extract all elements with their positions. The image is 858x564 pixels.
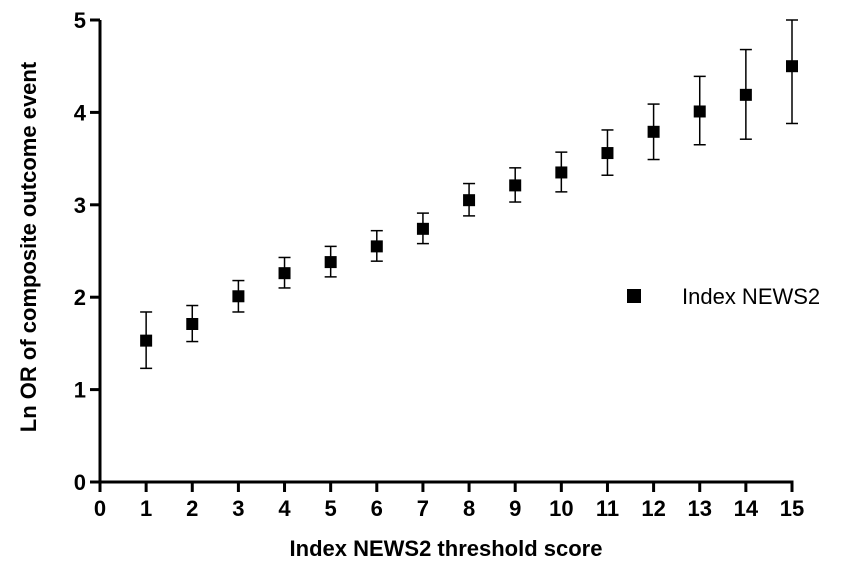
data-point xyxy=(324,256,337,269)
x-tick-label: 3 xyxy=(232,496,244,521)
x-tick-label: 12 xyxy=(641,496,665,521)
y-tick-label: 0 xyxy=(74,470,86,495)
x-tick-label: 6 xyxy=(371,496,383,521)
x-tick-label: 10 xyxy=(549,496,573,521)
y-tick-label: 5 xyxy=(74,8,86,33)
y-tick-label: 4 xyxy=(74,100,87,125)
x-tick-label: 4 xyxy=(278,496,291,521)
legend: Index NEWS2 xyxy=(627,284,820,309)
data-point xyxy=(232,290,245,303)
legend-label: Index NEWS2 xyxy=(682,284,820,309)
y-tick-label: 1 xyxy=(74,378,86,403)
data-point xyxy=(601,147,614,160)
x-tick-label: 9 xyxy=(509,496,521,521)
data-point xyxy=(739,88,752,101)
x-tick-label: 2 xyxy=(186,496,198,521)
data-point xyxy=(140,334,153,347)
data-point xyxy=(647,125,660,138)
x-tick-label: 7 xyxy=(417,496,429,521)
x-tick-label: 13 xyxy=(687,496,711,521)
y-tick-label: 2 xyxy=(74,285,86,310)
y-tick-label: 3 xyxy=(74,193,86,218)
x-tick-label: 8 xyxy=(463,496,475,521)
y-axis: 0 1 2 3 4 5 xyxy=(74,8,102,495)
data-point xyxy=(786,60,798,73)
data-point xyxy=(693,105,706,118)
y-axis-title: Ln OR of composite outcome event xyxy=(16,61,41,432)
data-point xyxy=(278,267,291,280)
data-point xyxy=(555,166,568,179)
data-point xyxy=(509,179,522,192)
data-point xyxy=(416,222,429,235)
data-point xyxy=(186,317,199,330)
legend-marker xyxy=(627,289,641,303)
x-tick-label: 5 xyxy=(325,496,337,521)
x-axis-title: Index NEWS2 threshold score xyxy=(290,536,603,561)
data-point xyxy=(370,240,383,253)
x-tick-label: 0 xyxy=(94,496,106,521)
data-point xyxy=(463,194,476,207)
x-tick-label: 14 xyxy=(734,496,759,521)
x-tick-label: 1 xyxy=(140,496,152,521)
x-tick-label: 15 xyxy=(780,496,804,521)
x-tick-label: 11 xyxy=(596,496,619,521)
x-axis: 0 1 2 3 4 5 6 7 8 9 10 11 12 13 14 15 xyxy=(94,480,804,521)
